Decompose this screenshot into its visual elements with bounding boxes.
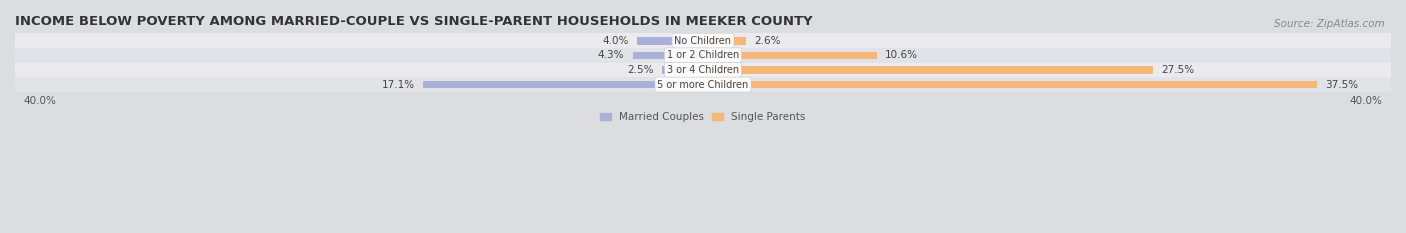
Bar xyxy=(662,66,703,74)
Bar xyxy=(15,33,1391,48)
Bar xyxy=(633,51,703,59)
Bar xyxy=(15,63,1391,77)
Bar xyxy=(703,51,876,59)
Text: 37.5%: 37.5% xyxy=(1326,79,1358,89)
Text: 40.0%: 40.0% xyxy=(22,96,56,106)
Bar xyxy=(703,37,745,45)
Bar xyxy=(703,66,1153,74)
Text: 40.0%: 40.0% xyxy=(1350,96,1384,106)
Text: INCOME BELOW POVERTY AMONG MARRIED-COUPLE VS SINGLE-PARENT HOUSEHOLDS IN MEEKER : INCOME BELOW POVERTY AMONG MARRIED-COUPL… xyxy=(15,15,813,28)
Bar xyxy=(703,81,1317,88)
Bar xyxy=(15,77,1391,92)
Text: 10.6%: 10.6% xyxy=(884,50,918,60)
Text: 5 or more Children: 5 or more Children xyxy=(658,79,748,89)
Text: 17.1%: 17.1% xyxy=(381,79,415,89)
Text: 1 or 2 Children: 1 or 2 Children xyxy=(666,50,740,60)
Bar xyxy=(423,81,703,88)
Bar xyxy=(15,48,1391,63)
Text: 27.5%: 27.5% xyxy=(1161,65,1195,75)
Bar xyxy=(637,37,703,45)
Text: 2.6%: 2.6% xyxy=(754,36,780,46)
Legend: Married Couples, Single Parents: Married Couples, Single Parents xyxy=(596,108,810,126)
Text: Source: ZipAtlas.com: Source: ZipAtlas.com xyxy=(1274,19,1385,29)
Text: 3 or 4 Children: 3 or 4 Children xyxy=(666,65,740,75)
Text: 2.5%: 2.5% xyxy=(627,65,654,75)
Text: No Children: No Children xyxy=(675,36,731,46)
Text: 4.0%: 4.0% xyxy=(603,36,630,46)
Text: 4.3%: 4.3% xyxy=(598,50,624,60)
